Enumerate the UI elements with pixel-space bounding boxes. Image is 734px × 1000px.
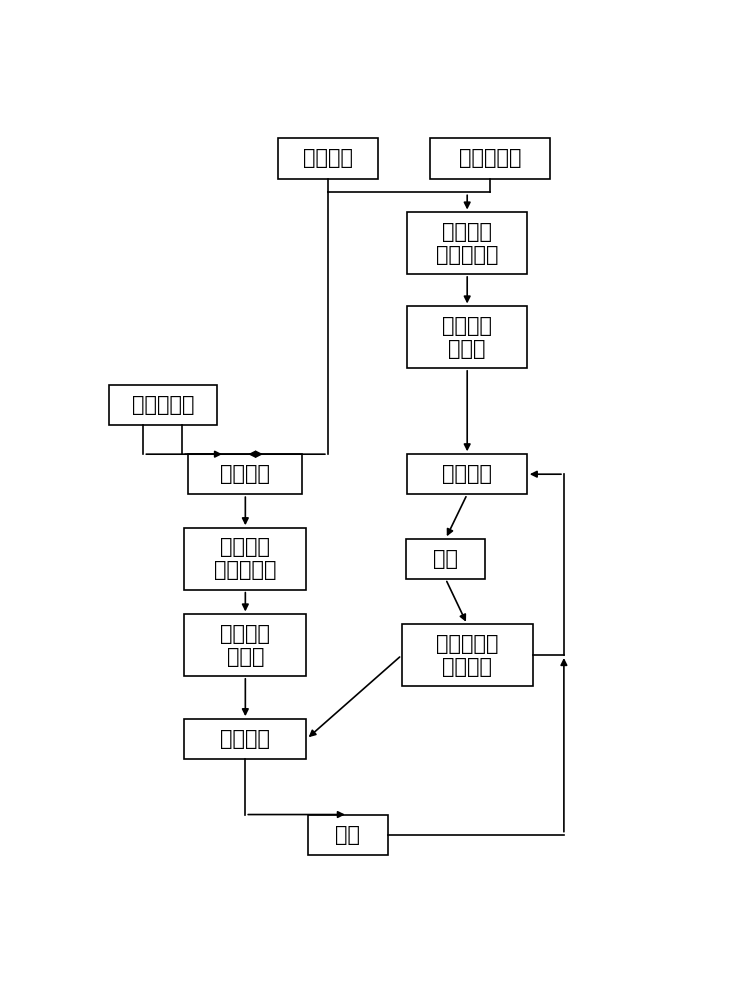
Bar xyxy=(401,624,533,686)
Text: 最优估计局
部道路帧: 最优估计局 部道路帧 xyxy=(436,634,498,677)
Bar xyxy=(406,539,485,579)
Text: 时间同步: 时间同步 xyxy=(220,729,270,749)
Text: 时间同步: 时间同步 xyxy=(220,464,270,484)
Text: 定位数据: 定位数据 xyxy=(303,148,353,168)
Text: 预测: 预测 xyxy=(433,549,458,569)
Bar xyxy=(308,815,388,855)
Bar xyxy=(407,306,527,368)
Text: 修正: 修正 xyxy=(335,825,360,845)
Bar xyxy=(430,138,550,179)
Bar xyxy=(407,212,527,274)
Text: 高精度地图: 高精度地图 xyxy=(459,148,521,168)
Text: 构建第一
局部道路帧: 构建第一 局部道路帧 xyxy=(436,222,498,265)
Bar xyxy=(109,385,217,425)
Text: 构建第二
局部道路帧: 构建第二 局部道路帧 xyxy=(214,537,277,580)
Bar xyxy=(278,138,377,179)
Bar xyxy=(184,528,307,590)
Bar xyxy=(189,454,302,494)
Text: 第一局部
道路帧: 第一局部 道路帧 xyxy=(442,316,493,359)
Bar xyxy=(184,614,307,676)
Text: 车道线数据: 车道线数据 xyxy=(131,395,194,415)
Text: 时间同步: 时间同步 xyxy=(442,464,493,484)
Text: 第二局部
道路帧: 第二局部 道路帧 xyxy=(220,624,270,667)
Bar xyxy=(184,719,307,759)
Bar xyxy=(407,454,527,494)
